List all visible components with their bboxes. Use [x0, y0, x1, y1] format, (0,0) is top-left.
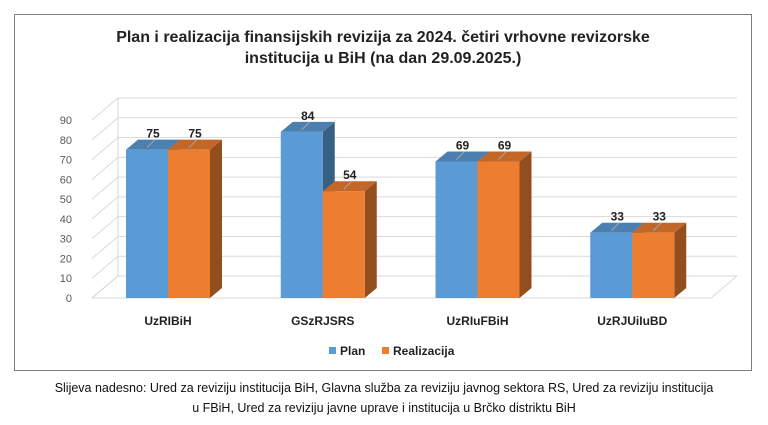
data-label-leader — [188, 139, 198, 149]
bar — [435, 161, 478, 298]
y-tick-label: 30 — [60, 234, 72, 246]
bar — [280, 131, 323, 298]
legend-swatch — [382, 347, 389, 354]
bar-side — [519, 151, 532, 298]
chart-title-line1: Plan i realizacija finansijskih revizija… — [116, 29, 650, 46]
bar — [168, 149, 210, 298]
caption-line1: Slijeva nadesno: Ured za reviziju instit… — [54, 381, 714, 395]
x-tick-label: UzRIuFBiH — [447, 314, 509, 328]
data-label: 69 — [498, 139, 512, 153]
data-label: 54 — [343, 168, 357, 182]
chart-title-line2: institucija u BiH (na dan 29.09.2025.) — [244, 50, 522, 67]
bar-top — [126, 139, 180, 150]
data-label: 75 — [146, 127, 160, 141]
bar-top — [322, 181, 377, 192]
y-tick-label: 70 — [60, 155, 72, 167]
y-tick-label: 50 — [60, 194, 72, 206]
y-tick-label: 20 — [60, 253, 72, 265]
data-label-leader — [652, 222, 662, 232]
figure-caption: Slijeva nadesno: Ured za reviziju instit… — [0, 378, 768, 418]
data-label: 33 — [611, 210, 625, 224]
bar — [322, 191, 365, 298]
bar — [632, 232, 675, 298]
data-label-leader — [610, 222, 620, 232]
data-label: 33 — [653, 210, 667, 224]
data-label: 75 — [188, 127, 202, 141]
bar-side — [210, 139, 222, 298]
x-tick-label: GSzRJSRS — [291, 314, 354, 328]
legend-swatch — [329, 347, 336, 354]
legend-label: Realizacija — [393, 344, 455, 358]
bar-side — [674, 222, 687, 298]
floor-edge — [91, 275, 119, 299]
floor-right-edge — [710, 275, 738, 299]
x-tick-label: UzRIBiH — [144, 314, 191, 328]
data-label-leader — [146, 139, 156, 149]
y-tick-label: 60 — [60, 174, 72, 186]
bar-top — [435, 151, 490, 162]
y-tick-label: 80 — [60, 135, 72, 147]
y-tick-label: 90 — [60, 115, 72, 127]
bar-top — [590, 222, 645, 233]
data-label: 69 — [456, 139, 470, 153]
y-tick-label: 0 — [66, 293, 72, 305]
bar-top — [632, 222, 687, 233]
bar — [477, 161, 520, 298]
data-label: 84 — [301, 109, 315, 123]
bar-side — [364, 181, 377, 298]
data-label-leader — [498, 151, 507, 160]
legend-label: Plan — [340, 344, 365, 358]
x-tick-label: UzRJUiIuBD — [597, 314, 667, 328]
y-tick-label: 40 — [60, 214, 72, 226]
data-label-leader — [456, 151, 465, 160]
bar-top — [168, 139, 222, 150]
y-tick-label: 10 — [60, 273, 72, 285]
bar — [126, 149, 168, 298]
caption-line2: u FBiH, Ured za reviziju javne uprave i … — [192, 401, 576, 415]
chart-title: Plan i realizacija finansijskih revizija… — [15, 27, 751, 69]
bar-top — [280, 121, 335, 132]
bar — [590, 232, 633, 298]
gridline — [91, 97, 737, 121]
data-label-leader — [343, 180, 353, 190]
data-label-leader — [301, 121, 311, 131]
bar-top — [477, 151, 532, 162]
